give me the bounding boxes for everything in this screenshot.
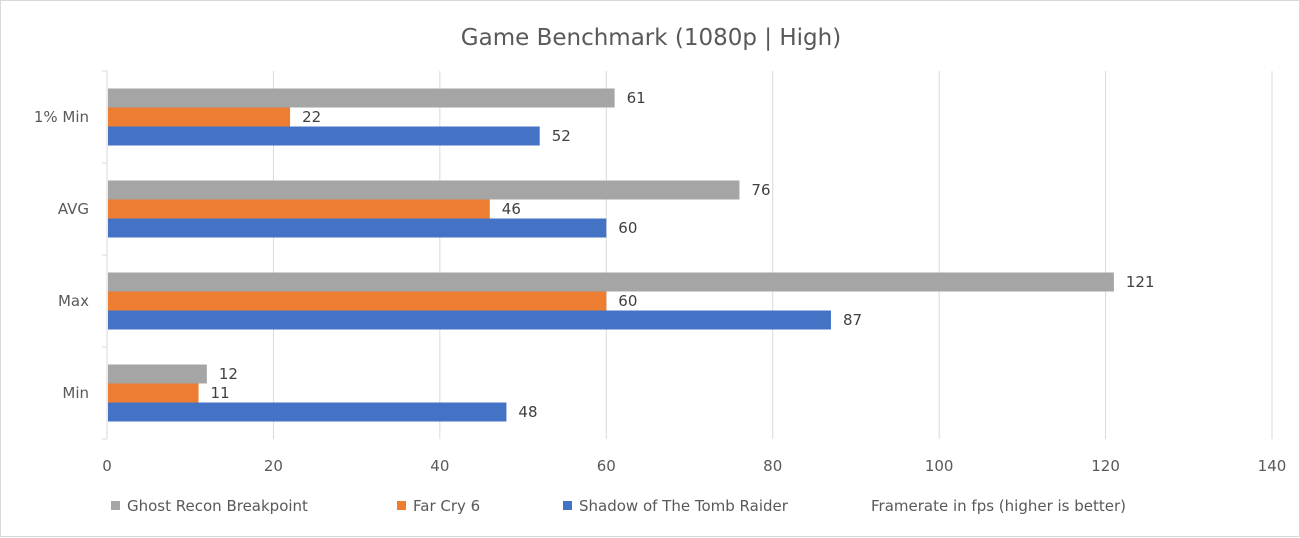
x-tick-label: 80 xyxy=(763,457,782,475)
data-label: 52 xyxy=(552,127,571,145)
bar xyxy=(108,107,291,127)
data-label: 22 xyxy=(302,108,321,126)
bar xyxy=(108,383,199,403)
data-label: 121 xyxy=(1126,273,1155,291)
data-label: 60 xyxy=(618,219,637,237)
data-label: 76 xyxy=(751,181,770,199)
data-label: 61 xyxy=(627,89,646,107)
data-label: 60 xyxy=(618,292,637,310)
x-tick-label: 100 xyxy=(925,457,954,475)
x-tick-label: 40 xyxy=(430,457,449,475)
bar xyxy=(108,291,607,311)
x-tick-label: 0 xyxy=(102,457,112,475)
chart-title: Game Benchmark (1080p | High) xyxy=(461,25,841,51)
data-label: 46 xyxy=(502,200,521,218)
axis-note: Framerate in fps (higher is better) xyxy=(871,497,1126,515)
bar xyxy=(108,180,740,200)
legend-label: Shadow of The Tomb Raider xyxy=(579,497,789,515)
x-tick-label: 120 xyxy=(1091,457,1120,475)
category-label: Max xyxy=(58,292,89,310)
bar xyxy=(108,272,1114,292)
category-label: AVG xyxy=(58,200,89,218)
legend-label: Far Cry 6 xyxy=(413,497,480,515)
axes: 0 20 40 60 80 100 120 140 1% Min AVG Max Min xyxy=(34,70,1287,475)
data-label: 87 xyxy=(843,311,862,329)
bar xyxy=(108,199,490,219)
data-label: 48 xyxy=(518,403,537,421)
bar xyxy=(108,364,207,384)
data-label: 11 xyxy=(211,384,230,402)
legend-swatch xyxy=(563,501,572,510)
bars xyxy=(108,88,1114,422)
legend-label: Ghost Recon Breakpoint xyxy=(127,497,308,515)
legend-swatch xyxy=(111,501,120,510)
x-tick-label: 140 xyxy=(1258,457,1287,475)
legend-swatch xyxy=(397,501,406,510)
bar xyxy=(108,402,507,422)
x-tick-label: 60 xyxy=(597,457,616,475)
gridlines xyxy=(272,71,1273,439)
bar xyxy=(108,310,831,330)
x-tick-label: 20 xyxy=(264,457,283,475)
category-label: Min xyxy=(62,384,89,402)
bar xyxy=(108,126,540,146)
category-label: 1% Min xyxy=(34,108,89,126)
bar xyxy=(108,88,615,108)
bar xyxy=(108,218,607,238)
legend: Ghost Recon Breakpoint Far Cry 6 Shadow of… xyxy=(111,497,789,515)
data-label: 12 xyxy=(219,365,238,383)
